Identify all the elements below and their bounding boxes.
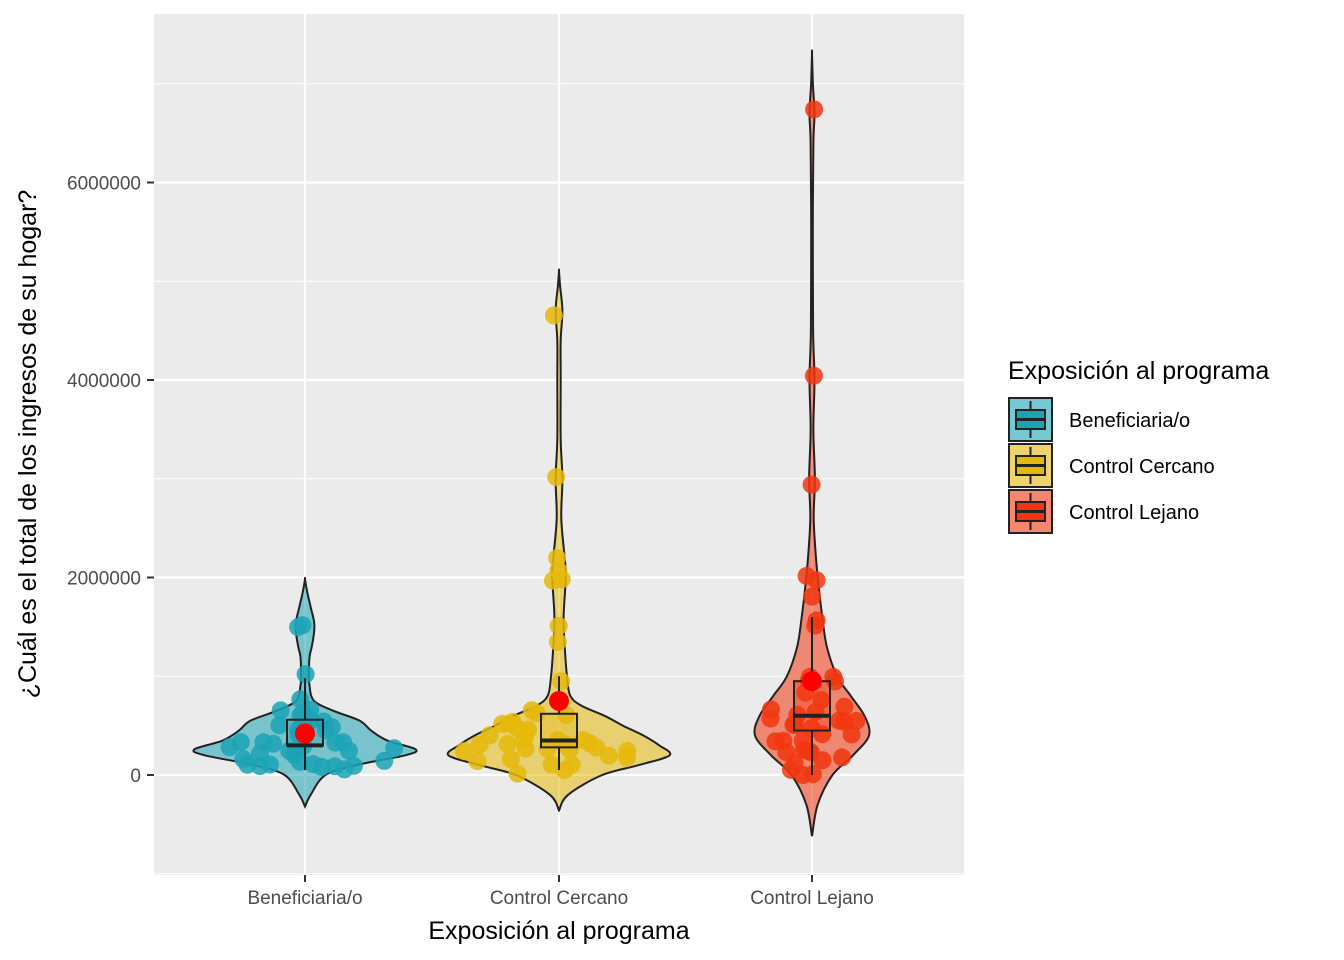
data-point: [552, 672, 571, 691]
y-axis-title: ¿Cuál es el total de los ingresos de su …: [14, 190, 42, 699]
data-point: [549, 616, 568, 635]
mean-marker: [295, 723, 315, 744]
data-point: [552, 570, 571, 589]
data-point: [807, 611, 826, 630]
x-tick-label: Beneficiaria/o: [247, 888, 362, 909]
x-axis: Beneficiaria/o Control Cercano Control Lej…: [247, 875, 874, 909]
data-point: [480, 726, 499, 745]
x-tick-label: Control Lejano: [750, 888, 874, 909]
legend-label: Control Lejano: [1069, 502, 1199, 524]
data-point: [766, 732, 785, 751]
mean-markers: [295, 671, 822, 744]
data-point: [548, 632, 567, 651]
data-point: [231, 733, 250, 752]
data-point: [508, 764, 527, 783]
legend-label: Control Cercano: [1069, 456, 1215, 478]
data-point: [501, 750, 520, 769]
data-point: [812, 691, 831, 709]
data-point: [296, 665, 315, 684]
data-point: [251, 757, 269, 775]
data-point: [802, 475, 821, 494]
data-point: [271, 701, 290, 720]
legend-label: Beneficiaria/o: [1069, 410, 1190, 432]
y-tick-label: 0: [130, 766, 141, 787]
data-point: [574, 730, 593, 749]
data-point: [468, 752, 487, 771]
legend: Exposición al programa Beneficiaria/o Con…: [1008, 357, 1269, 534]
data-point: [322, 718, 341, 737]
y-tick-label: 2000000: [67, 569, 141, 590]
legend-title: Exposición al programa: [1008, 357, 1269, 385]
data-point: [385, 739, 404, 758]
data-point: [548, 549, 567, 567]
data-point: [835, 712, 854, 731]
data-point: [289, 618, 308, 637]
data-point: [618, 742, 637, 760]
data-point: [803, 587, 821, 606]
mean-marker: [549, 690, 569, 711]
data-point: [375, 751, 394, 770]
data-point: [234, 750, 253, 769]
data-point: [599, 746, 618, 765]
legend-item-0: Beneficiaria/o: [1008, 397, 1190, 442]
data-point: [455, 742, 474, 761]
data-point: [498, 735, 517, 754]
x-axis-title: Exposición al programa: [428, 917, 689, 945]
data-point: [794, 740, 813, 759]
y-axis: 0 2000000 4000000 6000000: [67, 174, 154, 787]
data-point: [270, 716, 289, 735]
data-point: [555, 761, 574, 779]
data-point: [833, 748, 851, 767]
data-point: [312, 757, 331, 776]
data-point: [797, 566, 816, 585]
y-tick-label: 6000000: [67, 174, 141, 195]
legend-item-1: Control Cercano: [1008, 443, 1215, 488]
data-point: [805, 100, 824, 119]
x-tick-label: Control Cercano: [490, 888, 628, 909]
mean-marker: [802, 671, 822, 692]
data-point: [547, 468, 566, 487]
y-tick-label: 4000000: [67, 371, 141, 392]
data-point: [335, 760, 354, 779]
data-point: [761, 709, 780, 728]
data-point: [339, 741, 358, 760]
legend-item-2: Control Lejano: [1008, 489, 1199, 534]
data-point: [835, 697, 854, 716]
data-point: [804, 366, 823, 385]
data-point: [503, 712, 522, 731]
data-point: [794, 766, 812, 784]
data-point: [538, 739, 557, 758]
data-point: [251, 744, 269, 763]
data-point: [544, 306, 563, 325]
